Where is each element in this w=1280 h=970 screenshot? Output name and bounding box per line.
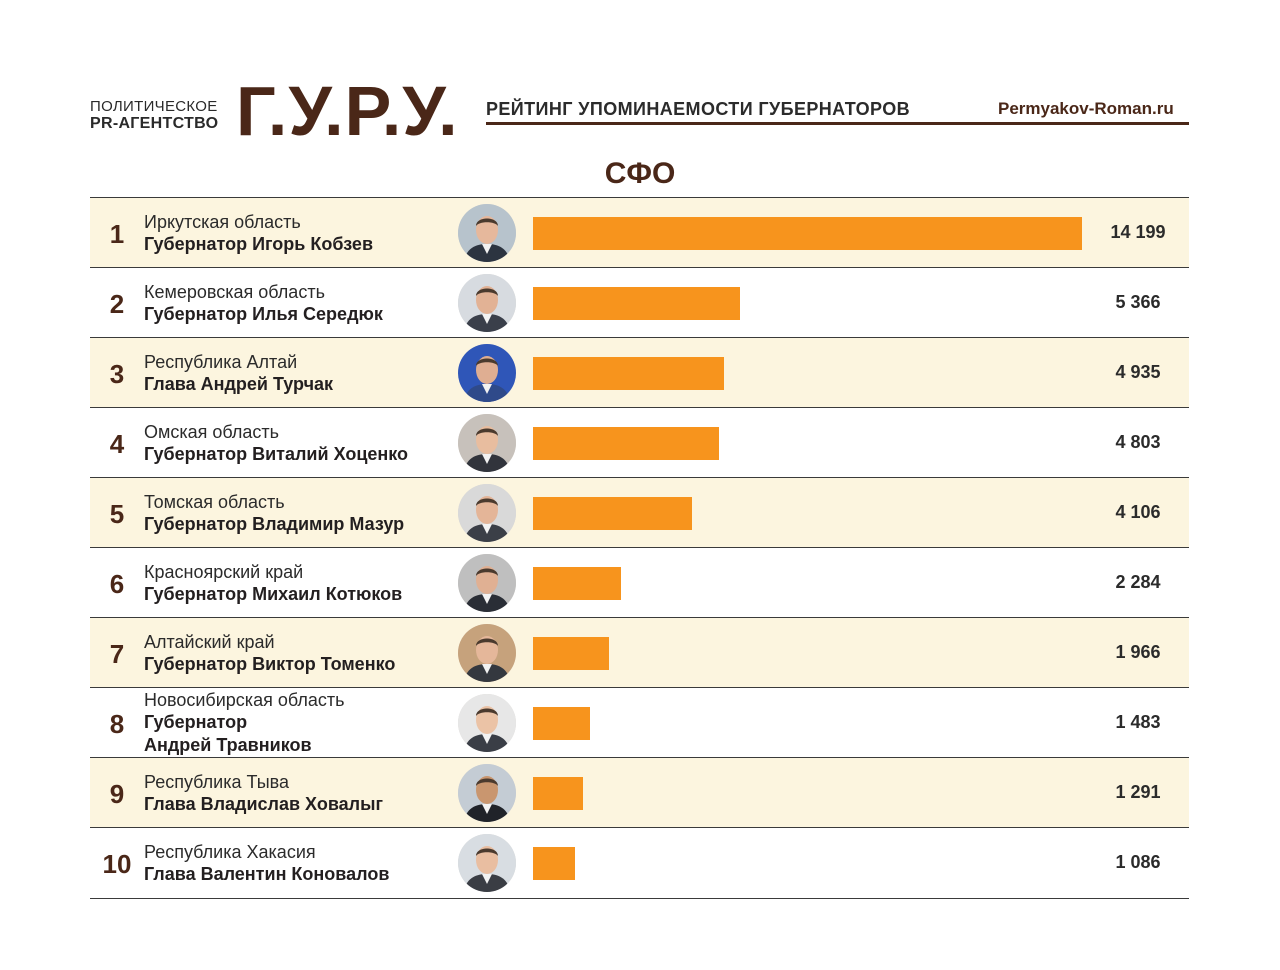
region-name: Республика Алтай (144, 351, 298, 372)
table-row: 7 Алтайский край Губернатор Виктор Томенко… (90, 617, 1189, 687)
rank-number: 2 (109, 289, 125, 319)
value-bar (533, 777, 583, 810)
rank-number: 8 (109, 709, 125, 739)
table-row: 2 Кемеровская область Губернатор Илья Сере… (90, 267, 1189, 337)
rank-number: 7 (109, 639, 125, 669)
value-label: 4 803 (1115, 432, 1161, 452)
region-name: Алтайский край (144, 631, 275, 652)
name-block: Омская область Губернатор Виталий Хоценко (144, 408, 444, 478)
region-name: Красноярский край (144, 561, 304, 582)
governor-name: Губернатор (144, 712, 248, 732)
name-block: Республика Тыва Глава Владислав Ховалыг (144, 758, 444, 828)
governor-photo-icon (458, 624, 516, 682)
guru-logo: Г.У.Р.У. (236, 72, 459, 150)
governor-name: Губернатор Владимир Мазур (144, 513, 405, 534)
name-block: Алтайский край Губернатор Виктор Томенко (144, 618, 444, 688)
value-label: 1 483 (1115, 712, 1161, 732)
governor-photo-icon (458, 764, 516, 822)
value-bar (533, 847, 575, 880)
governor-photo-icon (458, 274, 516, 332)
governor-name: Губернатор Игорь Кобзев (144, 233, 374, 254)
governor-name: Глава Андрей Турчак (144, 373, 334, 394)
table-row: 3 Республика Алтай Глава Андрей Турчак 4 93… (90, 337, 1189, 407)
governor-name: Губернатор Михаил Котюков (144, 583, 403, 604)
table-row: 6 Красноярский край Губернатор Михаил Котю… (90, 547, 1189, 617)
region-name: Республика Хакасия (144, 841, 316, 862)
agency-label-bottom: PR-АГЕНТСТВО (90, 115, 219, 132)
governor-photo-icon (458, 414, 516, 472)
region-name: Омская область (144, 421, 280, 442)
region-name: Кемеровская область (144, 281, 325, 302)
governor-name: Глава Валентин Коновалов (144, 863, 390, 884)
value-bar (533, 217, 1082, 250)
value-bar (533, 707, 590, 740)
name-block: Республика Алтай Глава Андрей Турчак (144, 338, 444, 408)
value-bar (533, 637, 609, 670)
value-bar (533, 287, 740, 320)
header-divider (486, 122, 1189, 125)
governor-name: Андрей Травников (144, 735, 312, 755)
governor-photo-icon (458, 834, 516, 892)
rank-number: 6 (109, 569, 125, 599)
table-row: 1 Иркутская область Губернатор Игорь Кобзе… (90, 197, 1189, 267)
value-label: 5 366 (1115, 292, 1161, 312)
name-block: Томская область Губернатор Владимир Мазур (144, 478, 444, 548)
name-block: Красноярский край Губернатор Михаил Котюк… (144, 548, 444, 618)
governor-photo-icon (458, 344, 516, 402)
table-row: 10 Республика Хакасия Глава Валентин Конов… (90, 827, 1189, 899)
name-block: Кемеровская область Губернатор Илья Серед… (144, 268, 444, 338)
header: ПОЛИТИЧЕСКОЕ PR-АГЕНТСТВО Г.У.Р.У. РЕЙТИ… (0, 0, 1280, 150)
name-block: Республика Хакасия Глава Валентин Коновал… (144, 828, 444, 898)
rank-number: 10 (102, 849, 132, 879)
rank-number: 9 (109, 779, 125, 809)
governor-name: Губернатор Илья Середюк (144, 303, 383, 324)
governor-photo-icon (458, 554, 516, 612)
value-label: 4 106 (1115, 502, 1161, 522)
rating-subtitle: РЕЙТИНГ УПОМИНАЕМОСТИ ГУБЕРНАТОРОВ (486, 99, 911, 119)
governor-photo-icon (458, 694, 516, 752)
site-link[interactable]: Permyakov-Roman.ru (998, 99, 1174, 118)
table-row: 9 Республика Тыва Глава Владислав Ховалыг 1… (90, 757, 1189, 827)
region-name: Республика Тыва (144, 771, 290, 792)
table-row: 8 Новосибирская область Губернатор Андрей Т… (90, 687, 1189, 757)
region-name: Томская область (144, 491, 285, 512)
value-label: 2 284 (1115, 572, 1161, 592)
name-block: Новосибирская область Губернатор Андрей Тр… (144, 688, 444, 758)
governor-name: Губернатор Виталий Хоценко (144, 443, 409, 464)
table-row: 5 Томская область Губернатор Владимир Мазу… (90, 477, 1189, 547)
value-label: 4 935 (1115, 362, 1161, 382)
rank-number: 1 (109, 219, 125, 249)
name-block: Иркутская область Губернатор Игорь Кобзев (144, 198, 444, 268)
rank-number: 4 (109, 429, 125, 459)
value-label: 1 291 (1115, 782, 1161, 802)
governor-photo-icon (458, 204, 516, 262)
governor-photo-icon (458, 484, 516, 542)
value-label: 1 086 (1115, 852, 1161, 872)
value-bar (533, 357, 724, 390)
value-bar (533, 567, 621, 600)
value-bar (533, 497, 692, 530)
chart-title: СФО (604, 157, 676, 190)
value-label: 14 199 (1110, 222, 1166, 242)
rank-number: 5 (109, 499, 125, 529)
agency-label-top: ПОЛИТИЧЕСКОЕ (90, 98, 218, 115)
governor-name: Глава Владислав Ховалыг (144, 793, 383, 814)
value-label: 1 966 (1115, 642, 1161, 662)
governor-name: Губернатор Виктор Томенко (144, 653, 396, 674)
value-bar (533, 427, 719, 460)
rank-number: 3 (109, 359, 125, 389)
region-name: Новосибирская область (144, 690, 345, 710)
region-name: Иркутская область (144, 211, 301, 232)
table-row: 4 Омская область Губернатор Виталий Хоценк… (90, 407, 1189, 477)
